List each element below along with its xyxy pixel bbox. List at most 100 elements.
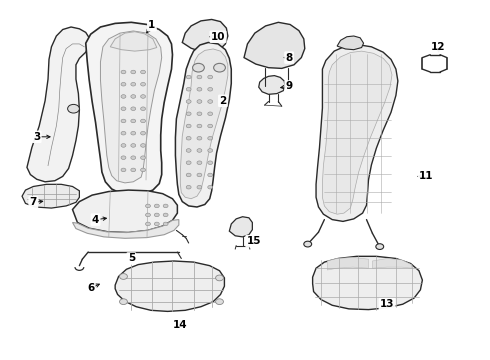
Polygon shape [229,217,252,237]
Circle shape [146,222,150,226]
Circle shape [121,144,126,147]
Circle shape [121,168,126,172]
Text: 4: 4 [92,215,99,225]
Text: 5: 5 [128,253,135,264]
Polygon shape [22,184,79,208]
Circle shape [208,75,213,79]
Circle shape [154,204,159,208]
Circle shape [131,82,136,86]
Text: 10: 10 [211,32,225,42]
Circle shape [208,100,213,103]
Circle shape [304,241,312,247]
Polygon shape [100,31,162,183]
Circle shape [131,168,136,172]
Circle shape [163,213,168,217]
Circle shape [141,107,146,111]
Circle shape [197,112,202,116]
Circle shape [208,112,213,116]
Circle shape [208,87,213,91]
Polygon shape [73,190,177,233]
Circle shape [197,75,202,79]
Circle shape [131,119,136,123]
Polygon shape [313,256,422,310]
Circle shape [186,149,191,152]
Circle shape [197,136,202,140]
Circle shape [208,136,213,140]
Circle shape [208,149,213,152]
Circle shape [376,244,384,249]
Circle shape [131,156,136,159]
Circle shape [121,107,126,111]
Circle shape [141,144,146,147]
Polygon shape [372,258,412,268]
Circle shape [186,87,191,91]
Circle shape [197,100,202,103]
Polygon shape [244,22,305,68]
Circle shape [163,222,168,226]
Polygon shape [180,49,228,199]
Circle shape [186,100,191,103]
Circle shape [121,70,126,74]
Text: 6: 6 [87,283,94,293]
Circle shape [197,124,202,128]
Circle shape [121,95,126,98]
Circle shape [216,275,223,281]
Circle shape [146,204,150,208]
Circle shape [186,124,191,128]
Text: 8: 8 [286,53,293,63]
Circle shape [131,70,136,74]
Text: 14: 14 [173,320,188,330]
Circle shape [141,70,146,74]
Text: 1: 1 [148,20,155,30]
Circle shape [208,185,213,189]
Polygon shape [182,19,228,52]
Circle shape [208,124,213,128]
Circle shape [141,168,146,172]
Circle shape [68,104,79,113]
Circle shape [154,213,159,217]
Polygon shape [110,32,157,51]
Circle shape [120,299,127,305]
Text: 13: 13 [380,299,394,309]
Polygon shape [322,51,392,214]
Polygon shape [259,76,285,94]
Circle shape [131,107,136,111]
Circle shape [146,213,150,217]
Circle shape [141,156,146,159]
Circle shape [208,173,213,177]
Polygon shape [337,36,364,50]
Circle shape [197,173,202,177]
Circle shape [186,75,191,79]
Circle shape [197,87,202,91]
Polygon shape [327,257,368,270]
Circle shape [131,144,136,147]
Polygon shape [73,220,179,238]
Polygon shape [316,45,398,221]
Circle shape [208,161,213,165]
Text: 15: 15 [246,236,261,246]
Circle shape [131,131,136,135]
Circle shape [186,112,191,116]
Circle shape [141,131,146,135]
Circle shape [197,185,202,189]
Text: 7: 7 [29,197,37,207]
Circle shape [186,161,191,165]
Circle shape [141,82,146,86]
Text: 11: 11 [419,171,434,181]
Circle shape [197,161,202,165]
Circle shape [121,131,126,135]
Polygon shape [27,27,89,182]
Circle shape [197,149,202,152]
Text: 2: 2 [220,96,226,106]
Circle shape [154,222,159,226]
Circle shape [186,173,191,177]
Text: 9: 9 [286,81,293,91]
Polygon shape [175,42,231,207]
Circle shape [121,82,126,86]
Circle shape [141,95,146,98]
Circle shape [120,274,127,279]
Circle shape [186,136,191,140]
Circle shape [214,63,225,72]
Circle shape [121,156,126,159]
Circle shape [216,299,223,305]
